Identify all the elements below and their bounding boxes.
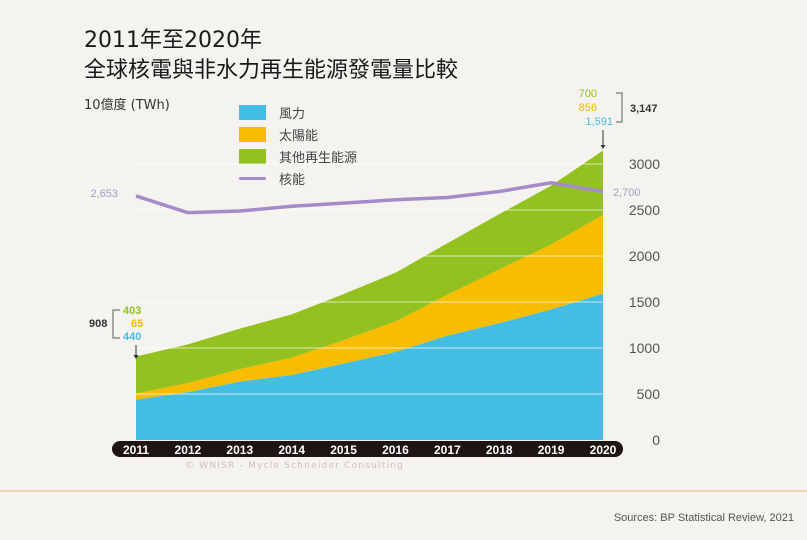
y-tick-label-1500: 1500 — [629, 294, 660, 310]
bracket-2011 — [112, 309, 120, 339]
chart-title-line2: 全球核電與非水力再生能源發電量比較 — [84, 58, 459, 83]
x-tick-label-2016: 2016 — [382, 443, 409, 457]
area-series-other — [136, 150, 603, 394]
y-tick-label-0: 0 — [652, 432, 660, 448]
annotation-wind-2020: 1,591 — [585, 116, 613, 128]
bracket-2020 — [616, 92, 623, 123]
x-tick-label-2020: 2020 — [590, 443, 617, 457]
legend-item-solar: 太陽能 — [239, 123, 357, 145]
annotation-total-2020: 3,147 — [630, 103, 658, 115]
legend-label-other: 其他再生能源 — [279, 150, 358, 166]
legend-item-other: 其他再生能源 — [239, 145, 357, 167]
x-tick-label-2017: 2017 — [434, 443, 461, 457]
legend-item-wind: 風力 — [239, 101, 357, 123]
line-series-nuclear — [135, 181, 604, 215]
x-tick-label-2019: 2019 — [538, 443, 565, 457]
x-tick-label-2011: 2011 — [123, 443, 149, 457]
y-tick-label-2000: 2000 — [629, 248, 660, 264]
legend-label-solar: 太陽能 — [279, 128, 319, 144]
x-tick-label-2012: 2012 — [175, 443, 202, 457]
x-tick-label-2013: 2013 — [226, 443, 253, 457]
legend-swatch-other — [239, 148, 266, 164]
legend-label-nuclear: 核能 — [279, 172, 306, 188]
annotation-other-2011: 403 — [123, 305, 141, 317]
y-tick-label-2500: 2500 — [629, 202, 660, 218]
area-series-solar — [136, 214, 603, 400]
legend-label-wind: 風力 — [279, 106, 306, 122]
annotation-nuclear-2020: 2,700 — [613, 187, 641, 199]
annotation-solar-2011: 65 — [131, 318, 143, 330]
x-axis-bar — [112, 441, 623, 457]
annotation-other-2020: 700 — [579, 88, 597, 100]
x-tick-label-2015: 2015 — [330, 443, 357, 457]
legend-item-nuclear: 核能 — [239, 167, 357, 189]
x-tick-label-2018: 2018 — [486, 443, 513, 457]
legend-swatch-solar — [239, 126, 266, 142]
legend-swatch-wind — [239, 104, 266, 120]
legend-line-nuclear — [239, 176, 266, 180]
area-series-wind — [136, 293, 603, 440]
annotation-wind-2011: 440 — [123, 331, 141, 343]
y-axis-unit-label: 10億度 (TWh) — [84, 98, 170, 113]
x-tick-label-2014: 2014 — [278, 443, 305, 457]
annotation-nuclear-2011: 2,653 — [90, 188, 118, 200]
source-note: Sources: BP Statistical Review, 2021 — [613, 512, 794, 524]
annotation-total-2011: 908 — [89, 318, 107, 330]
copyright-credit: © WNISR - Mycle Schneider Consulting — [185, 461, 404, 471]
y-tick-label-1000: 1000 — [629, 340, 660, 356]
annotation-solar-2020: 856 — [579, 102, 597, 114]
y-tick-label-3000: 3000 — [629, 156, 660, 172]
arrow-head-2011 — [133, 355, 139, 359]
y-tick-label-500: 500 — [637, 386, 661, 402]
arrow-head-2020 — [600, 145, 606, 149]
chart-title-line1: 2011年至2020年 — [84, 28, 262, 53]
footer-divider — [0, 490, 807, 492]
legend: 風力 太陽能 其他再生能源 核能 — [239, 101, 357, 189]
